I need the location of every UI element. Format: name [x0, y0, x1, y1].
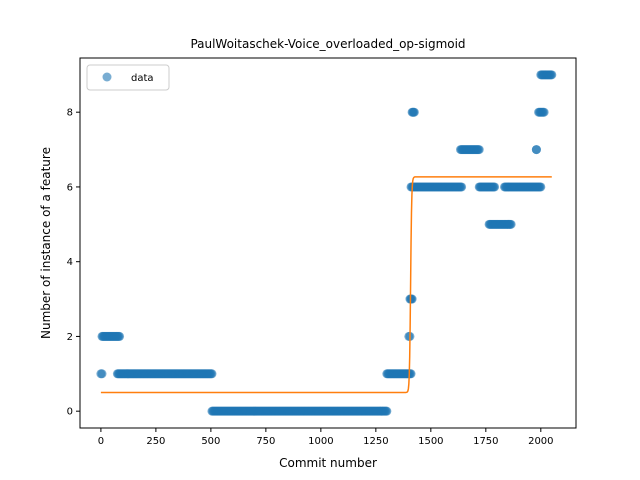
data-point — [531, 145, 541, 155]
data-point — [115, 331, 125, 341]
x-axis-title: Commit number — [279, 456, 377, 470]
legend-box — [86, 64, 170, 91]
data-point — [547, 70, 557, 80]
data-point — [506, 219, 516, 229]
axes-frame — [79, 57, 577, 429]
data-point — [97, 369, 107, 379]
data-point — [207, 369, 217, 379]
legend-marker — [102, 72, 112, 82]
y-tick-label: 0 — [67, 407, 73, 418]
chart-title: PaulWoitaschek-Voice_overloaded_op-sigmo… — [190, 37, 465, 51]
sigmoid-fit-line — [100, 176, 552, 394]
y-tick-label: 4 — [67, 257, 73, 268]
y-axis-title: Number of instance of a feature — [39, 147, 53, 339]
x-tick-label: 1500 — [418, 436, 443, 447]
data-point — [490, 182, 500, 192]
data-point — [382, 406, 392, 416]
data-point — [536, 182, 546, 192]
y-tick-label: 2 — [67, 332, 73, 343]
x-tick-label: 2000 — [528, 436, 553, 447]
x-tick-label: 1250 — [363, 436, 388, 447]
plot-area — [96, 70, 557, 416]
x-tick-label: 500 — [201, 436, 220, 447]
x-tick-label: 750 — [256, 436, 275, 447]
data-point — [407, 294, 417, 304]
data-point — [474, 145, 484, 155]
x-axis: 0 250 500 750 1000 1250 1500 1750 2000 — [98, 428, 554, 447]
legend: data — [86, 64, 170, 91]
x-tick-label: 1000 — [308, 436, 333, 447]
data-point — [406, 369, 416, 379]
x-tick-label: 250 — [146, 436, 165, 447]
y-tick-label: 6 — [67, 182, 73, 193]
data-point — [409, 107, 419, 117]
y-axis: 0 2 4 6 8 — [67, 108, 80, 418]
data-point — [539, 107, 549, 117]
data-point — [457, 182, 467, 192]
x-tick-label: 1750 — [473, 436, 498, 447]
y-tick-label: 8 — [67, 108, 73, 119]
legend-label: data — [131, 73, 154, 84]
x-tick-label: 0 — [98, 436, 104, 447]
